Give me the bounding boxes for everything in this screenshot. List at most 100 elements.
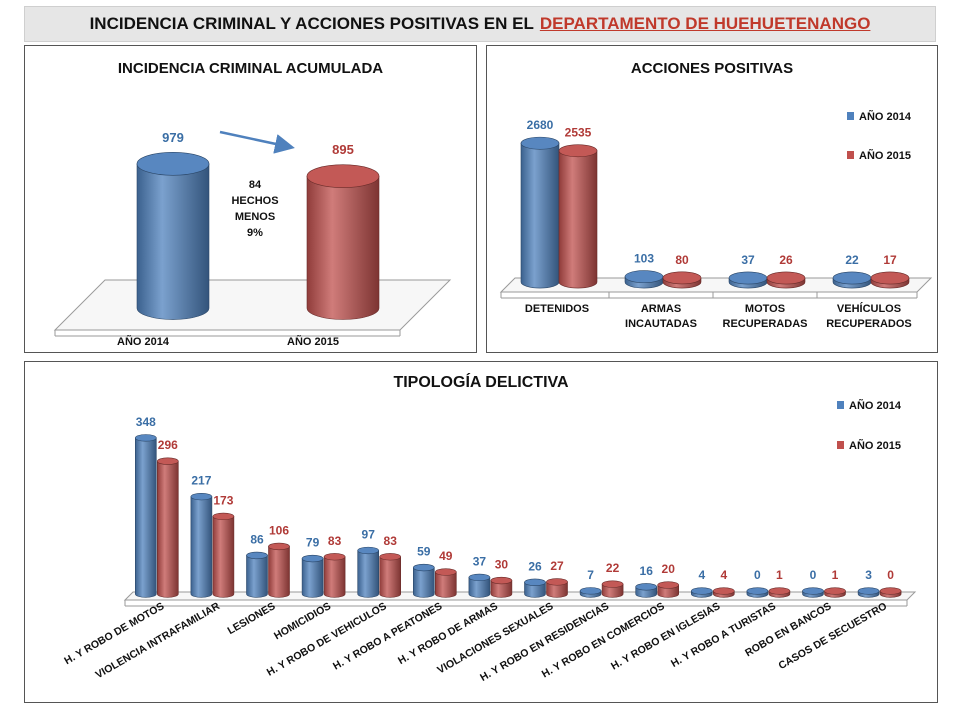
bar-4-0	[357, 546, 380, 598]
bar-2-1	[766, 271, 806, 289]
chart-incidencia-acumulada: 979 AÑO 2014 895 AÑO 2015 84 HECHOS MENOS 9%	[53, 130, 452, 348]
bar-2-1	[268, 542, 290, 598]
data-label: 103	[634, 252, 654, 266]
data-label: 0	[887, 568, 894, 582]
bar-1-0-top	[190, 492, 213, 501]
legend-label: AÑO 2015	[859, 149, 911, 162]
data-label: 37	[741, 253, 755, 267]
chart-title-acciones: ACCIONES POSITIVAS	[630, 60, 794, 77]
data-label: 26	[528, 559, 542, 573]
bar-0-1-body	[157, 460, 179, 598]
bar-11-0	[746, 587, 769, 598]
data-label: 7	[587, 568, 594, 582]
bar-2-1-top	[268, 542, 290, 551]
bar-12-0	[802, 587, 824, 598]
bar-1-1-top	[662, 271, 702, 285]
data-label: 2680	[527, 118, 554, 132]
bar-6-0-body	[468, 577, 491, 598]
bar-5-1	[434, 568, 457, 598]
bar-4-1	[379, 553, 402, 598]
bar-2-1-top	[766, 271, 806, 285]
bar-0-1-top	[157, 457, 179, 465]
bar-3-1-top	[870, 271, 910, 285]
header-title: INCIDENCIA CRIMINAL Y ACCIONES POSITIVAS…	[89, 14, 534, 33]
bar-3-0-top	[832, 271, 872, 285]
bar-0-0-body	[520, 142, 560, 289]
bar-0	[136, 152, 210, 320]
x-tick-label: H. Y ROBO DE MOTOS	[62, 600, 166, 667]
bar-13-0	[857, 587, 880, 598]
bar-3-1	[323, 553, 346, 598]
bar-4-0-top	[357, 546, 380, 555]
data-label: 37	[473, 554, 487, 568]
bar-9-1-top	[657, 581, 680, 589]
bar-2-0-top	[246, 551, 268, 560]
bar-3-1-top	[323, 553, 346, 561]
x-tick-label: RECUPERADAS	[723, 318, 808, 330]
bar-9-0-top	[635, 583, 658, 591]
bar-12-1-top	[824, 587, 846, 595]
bar-2-1-body	[268, 546, 290, 598]
bar-8-0	[579, 587, 602, 598]
bar-0-0-top	[135, 434, 157, 442]
bar-1-0-top	[624, 270, 664, 284]
bar-2-0-body	[246, 555, 268, 598]
data-label: 4	[720, 568, 727, 582]
data-label: 296	[158, 438, 178, 452]
data-label: 20	[662, 562, 676, 576]
x-tick-label: INCAUTADAS	[625, 318, 697, 330]
bar-6-1	[490, 576, 513, 598]
bar-13-0-top	[857, 587, 880, 595]
bar-10-1-top	[712, 587, 735, 595]
bar-6-1-body	[490, 580, 513, 598]
x-tick-label: MOTOS	[745, 303, 785, 315]
bar-0-top	[136, 152, 210, 176]
bar-5-1-body	[435, 571, 457, 598]
panel-tipologia-delictiva: TIPOLOGÍA DELICTIVA 348 296 H. Y ROBO DE M…	[24, 361, 938, 703]
bar-4-1-body	[379, 556, 401, 598]
chart-title-tipologia: TIPOLOGÍA DELICTIVA	[393, 374, 569, 391]
bar-9-0	[635, 583, 658, 598]
data-label: 348	[136, 415, 156, 429]
bar-10-0-top	[690, 587, 713, 595]
bar-2-0	[246, 551, 268, 598]
legend-label: AÑO 2014	[859, 110, 912, 123]
x-tick-label: RECUPERADOS	[826, 318, 912, 330]
data-label: 27	[550, 559, 564, 573]
annotation-line: HECHOS	[231, 195, 278, 207]
bar-4-0-body	[357, 550, 379, 598]
bar-3-0-top	[301, 554, 324, 563]
bar-1-0-body	[190, 496, 213, 598]
data-label: 79	[306, 536, 320, 550]
x-tick-label: H. Y ROBO A TURISTAS	[669, 600, 778, 670]
bar-5-0	[412, 563, 435, 598]
bar-7-0-body	[524, 582, 546, 598]
data-label: 106	[269, 523, 289, 537]
bar-13-1-top	[879, 587, 902, 595]
bar-7-0-top	[524, 578, 546, 586]
bar-7-1-top	[546, 578, 568, 586]
legend-item: AÑO 2014	[837, 399, 902, 412]
data-label: 17	[883, 253, 897, 267]
bar-0-0-top	[520, 136, 560, 150]
bar-1-1-top	[212, 512, 235, 521]
data-label: 80	[675, 253, 689, 267]
bar-7-0	[524, 578, 546, 598]
data-label: 0	[754, 568, 761, 582]
bar-0-body	[136, 163, 210, 320]
data-label: 26	[779, 253, 793, 267]
bar-0-1	[558, 144, 598, 289]
bar-1-0	[190, 492, 213, 598]
data-label: 2535	[565, 126, 592, 140]
bar-5-1-top	[434, 568, 457, 576]
bar-8-1-body	[601, 583, 624, 598]
data-label: 49	[439, 549, 453, 563]
bar-3-0	[832, 271, 872, 289]
bar-1-body	[306, 175, 380, 320]
data-label: 16	[640, 564, 654, 578]
bar-4-1-top	[379, 553, 402, 561]
chart3-floor	[123, 591, 917, 607]
panel-acciones-positivas: ACCIONES POSITIVAS 2680 2535 DETENIDOS 103 8…	[486, 45, 938, 353]
bar-2-0-top	[728, 271, 768, 285]
chart2-floor-plane	[499, 277, 933, 293]
